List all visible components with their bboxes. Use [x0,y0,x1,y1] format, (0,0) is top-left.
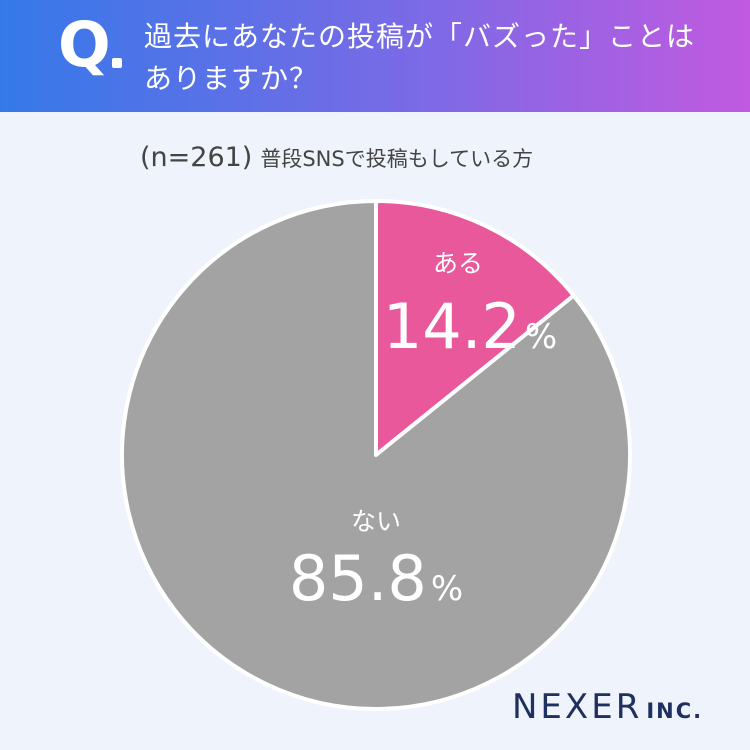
pie-slice-1 [120,199,632,711]
brand-name: NEXER [512,687,643,727]
sample-note: (n=261) 普段SNSで投稿もしている方 [140,142,533,175]
question-text: 過去にあなたの投稿が「バズった」ことは ありますか？ [144,16,724,100]
sample-description: 普段SNSで投稿もしている方 [260,147,534,171]
brand-suffix: INC. [646,699,704,723]
slice-value-0: 14.2% [383,290,557,363]
header-banner: Q 過去にあなたの投稿が「バズった」ことは ありますか？ [0,0,750,112]
slice-value-1: 85.8% [289,542,463,615]
question-line-2: ありますか？ [144,62,319,95]
slice-label-1: ない [351,507,401,536]
q-label: Q [58,8,111,81]
question-line-1: 過去にあなたの投稿が「バズった」ことは [144,20,696,53]
q-dot [112,58,122,68]
sample-size: (n=261) [140,142,253,173]
brand-logo: NEXER INC. [512,690,703,724]
pie-slice-0 [374,199,576,457]
slice-label-0: ある [433,249,483,278]
